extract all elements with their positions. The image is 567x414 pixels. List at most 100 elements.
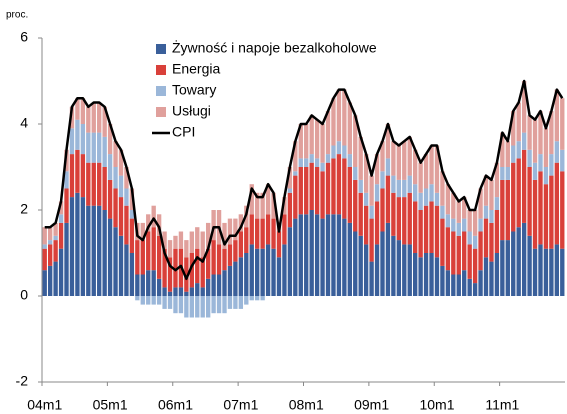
bar-segment (135, 274, 140, 296)
bar-segment (58, 214, 64, 223)
bar-segment (538, 111, 543, 155)
bar-segment (358, 235, 363, 296)
bar-segment (287, 227, 293, 296)
bar-segment (205, 278, 211, 296)
bar-segment (380, 171, 385, 189)
bar-segment (265, 214, 271, 245)
bar-segment (440, 205, 445, 219)
bar-segment (293, 218, 298, 296)
bar-segment (42, 270, 47, 296)
bar-segment (423, 188, 429, 206)
bar-segment (451, 231, 456, 275)
bar-segment (489, 210, 494, 223)
bar-segment (255, 248, 260, 296)
bar-segment (227, 218, 233, 245)
bar-segment (156, 278, 162, 296)
bar-segment (282, 197, 287, 215)
bar-segment (189, 296, 194, 318)
bar-segment (113, 141, 118, 167)
bar-segment (255, 296, 260, 301)
bar-segment (505, 179, 510, 241)
bar-segment (167, 291, 173, 296)
bar-segment (369, 261, 374, 296)
x-tick-label: 09m1 (354, 397, 389, 413)
bar-segment (549, 111, 554, 155)
bar-segment (347, 167, 352, 223)
bar-segment (521, 132, 527, 150)
bar-segment (146, 270, 151, 296)
bar-segment (434, 205, 440, 258)
bar-segment (554, 141, 560, 163)
bar-segment (211, 296, 216, 314)
bar-segment (521, 222, 527, 296)
bar-segment (124, 167, 129, 189)
bar-segment (407, 175, 412, 193)
bar-segment (500, 179, 505, 241)
bar-segment (260, 192, 265, 219)
bar-segment (483, 175, 489, 206)
bar-segment (396, 145, 402, 180)
bar-segment (309, 162, 314, 210)
bar-segment (260, 248, 265, 296)
bar-segment (146, 296, 151, 305)
bar-segment (538, 171, 543, 245)
bar-segment (124, 188, 129, 206)
bar-segment (363, 205, 369, 245)
legend-swatch (156, 44, 166, 54)
bar-segment (47, 244, 53, 266)
bar-segment (255, 218, 260, 249)
bar-segment (47, 265, 53, 296)
bar-segment (445, 214, 451, 228)
bar-segment (429, 201, 434, 253)
bar-segment (445, 270, 451, 296)
bar-segment (102, 210, 107, 296)
bar-segment (336, 89, 342, 142)
bar-segment (58, 201, 64, 215)
bar-segment (265, 184, 271, 215)
bar-segment (325, 162, 331, 215)
bar-segment (80, 124, 86, 155)
bar-segment (413, 149, 418, 185)
bar-segment (146, 231, 151, 271)
bar-segment (69, 197, 75, 296)
bar-segment (265, 244, 271, 296)
bar-segment (445, 227, 451, 271)
bar-segment (358, 179, 363, 193)
bar-segment (314, 214, 320, 296)
bar-segment (140, 296, 145, 305)
bar-segment (91, 132, 96, 163)
bar-segment (287, 192, 293, 228)
bar-segment (391, 192, 396, 236)
bar-segment (309, 210, 314, 296)
legend-label: CPI (172, 124, 195, 140)
bar-segment (434, 192, 440, 206)
bar-segment (353, 179, 358, 232)
bar-segment (440, 218, 445, 266)
bar-segment (97, 132, 102, 163)
bar-segment (516, 158, 521, 228)
bar-segment (162, 248, 167, 288)
bar-segment (238, 214, 244, 232)
bar-segment (472, 235, 478, 249)
bar-segment (151, 270, 156, 296)
bar-segment (249, 214, 254, 245)
bar-segment (249, 184, 254, 215)
bar-segment (521, 149, 527, 223)
bar-segment (304, 214, 309, 296)
bar-segment (271, 248, 276, 296)
bar-segment (434, 257, 440, 296)
bar-segment (211, 210, 216, 241)
bar-segment (53, 222, 58, 236)
y-tick-label: 4 (20, 115, 28, 131)
bar-segment (140, 274, 145, 296)
bar-segment (287, 167, 293, 189)
bar-segment (195, 248, 200, 284)
bar-segment (189, 231, 194, 253)
bar-segment (407, 244, 412, 296)
bar-segment (205, 296, 211, 318)
bar-segment (244, 296, 249, 305)
bar-segment (86, 106, 91, 133)
bar-segment (107, 218, 113, 296)
bar-segment (309, 115, 314, 155)
bar-segment (325, 111, 331, 155)
